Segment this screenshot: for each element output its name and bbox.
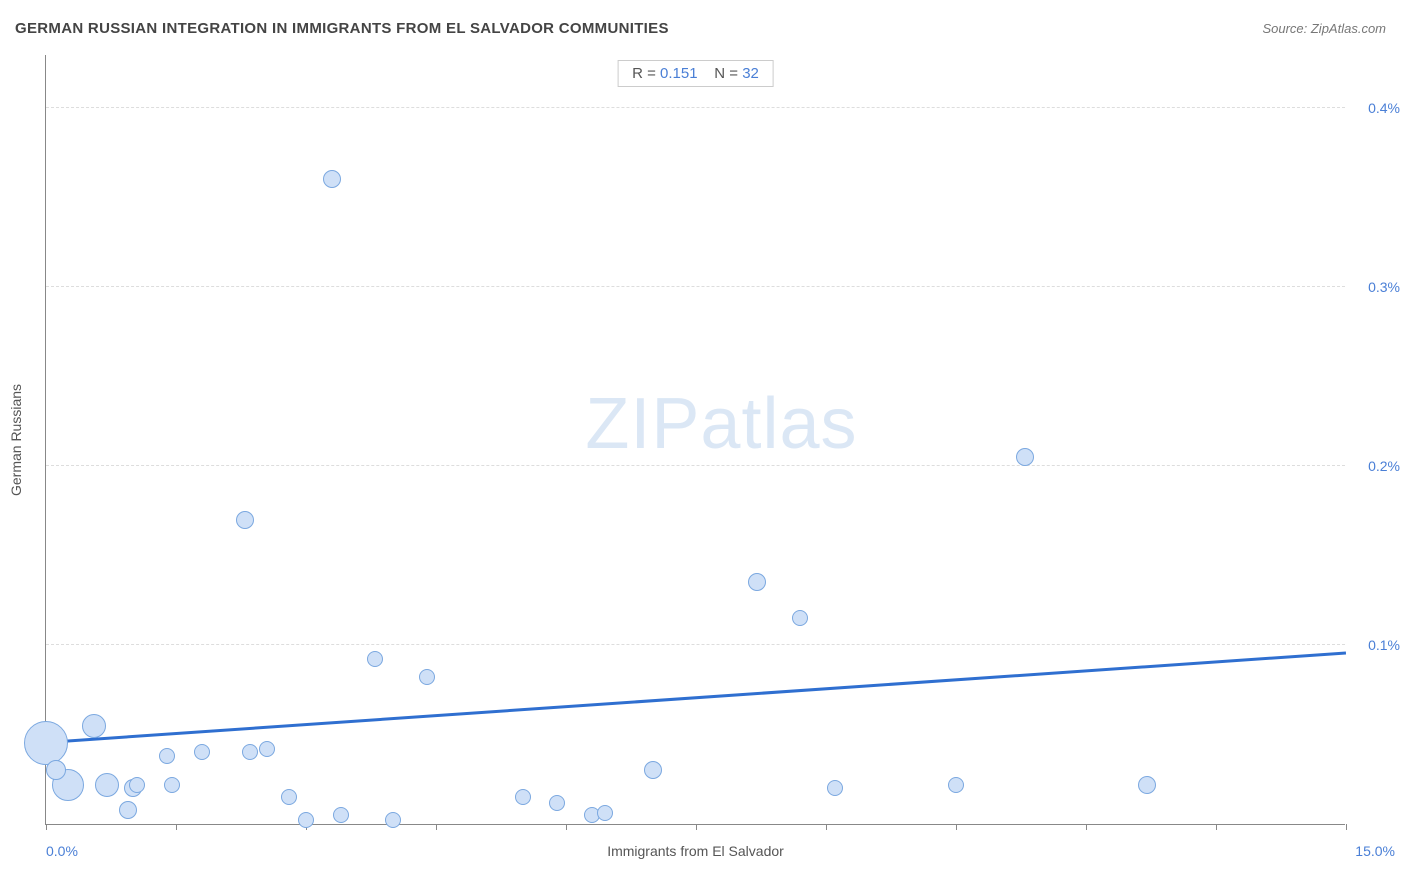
chart-title: GERMAN RUSSIAN INTEGRATION IN IMMIGRANTS… <box>15 20 669 37</box>
scatter-point <box>367 651 383 667</box>
scatter-point <box>119 801 137 819</box>
x-tick <box>176 824 177 830</box>
scatter-point <box>1138 776 1156 794</box>
x-tick <box>46 824 47 830</box>
scatter-point <box>129 777 145 793</box>
gridline <box>46 286 1345 287</box>
stats-box: R = 0.151 N = 32 <box>617 60 774 87</box>
x-tick <box>1216 824 1217 830</box>
watermark: ZIPatlas <box>585 383 857 465</box>
x-tick <box>826 824 827 830</box>
scatter-point <box>827 780 843 796</box>
x-tick <box>566 824 567 830</box>
y-axis-label: German Russians <box>8 383 24 495</box>
n-value: 32 <box>742 65 759 82</box>
scatter-point <box>385 812 401 828</box>
source-label: Source: ZipAtlas.com <box>1262 21 1386 36</box>
r-value: 0.151 <box>660 65 698 82</box>
scatter-point <box>95 773 119 797</box>
gridline <box>46 644 1345 645</box>
scatter-point <box>194 744 210 760</box>
x-min-label: 0.0% <box>46 843 78 859</box>
scatter-plot: ZIPatlas R = 0.151 N = 32 German Russian… <box>45 55 1345 825</box>
scatter-point <box>644 761 662 779</box>
scatter-point <box>46 760 66 780</box>
x-tick <box>1086 824 1087 830</box>
scatter-point <box>597 805 613 821</box>
scatter-point <box>259 741 275 757</box>
scatter-point <box>281 789 297 805</box>
y-tick-label: 0.3% <box>1368 279 1400 295</box>
trend-line <box>46 651 1346 743</box>
scatter-point <box>1016 448 1034 466</box>
watermark-main: ZIP <box>585 384 700 464</box>
scatter-point <box>298 812 314 828</box>
x-tick <box>696 824 697 830</box>
y-tick-label: 0.2% <box>1368 458 1400 474</box>
y-tick-label: 0.4% <box>1368 100 1400 116</box>
scatter-point <box>748 573 766 591</box>
gridline <box>46 107 1345 108</box>
gridline <box>46 465 1345 466</box>
scatter-point <box>82 714 106 738</box>
scatter-point <box>236 511 254 529</box>
scatter-point <box>792 610 808 626</box>
y-tick-label: 0.1% <box>1368 637 1400 653</box>
scatter-point <box>159 748 175 764</box>
scatter-point <box>323 170 341 188</box>
scatter-point <box>24 721 68 765</box>
x-axis-label: Immigrants from El Salvador <box>607 843 784 859</box>
scatter-point <box>515 789 531 805</box>
scatter-point <box>164 777 180 793</box>
scatter-point <box>549 795 565 811</box>
scatter-point <box>419 669 435 685</box>
watermark-sub: atlas <box>700 384 857 464</box>
scatter-point <box>242 744 258 760</box>
scatter-point <box>333 807 349 823</box>
x-tick <box>956 824 957 830</box>
scatter-point <box>948 777 964 793</box>
x-tick <box>436 824 437 830</box>
x-max-label: 15.0% <box>1355 843 1395 859</box>
r-label: R = <box>632 65 660 82</box>
x-tick <box>1346 824 1347 830</box>
n-label: N = <box>714 65 742 82</box>
